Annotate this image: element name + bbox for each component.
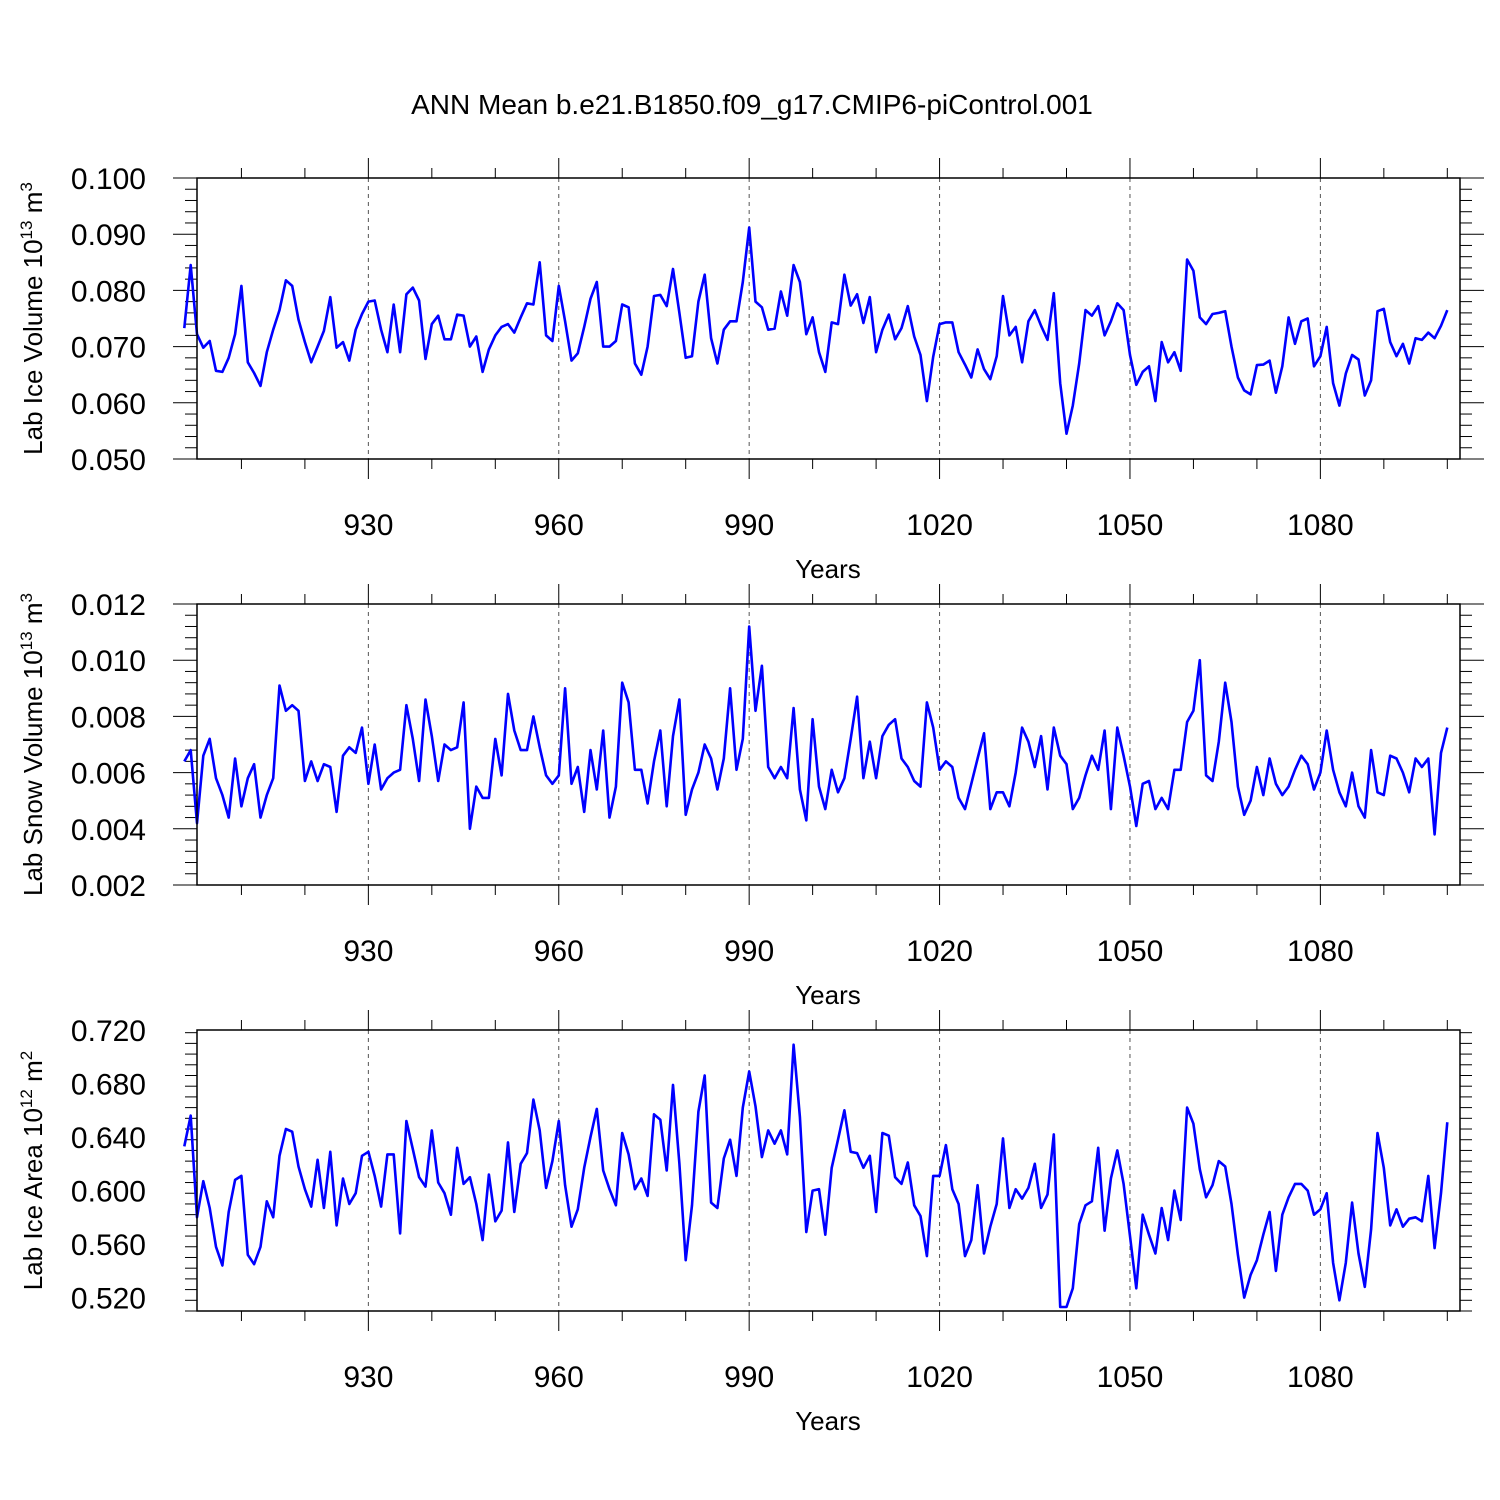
y-tick-label: 0.100: [71, 163, 146, 196]
plot-frame: [196, 1029, 1461, 1312]
x-tick-label: 990: [724, 1361, 774, 1394]
x-tick-label: 990: [724, 935, 774, 968]
y-tick-label: 0.680: [71, 1069, 146, 1102]
y-tick-label: 0.520: [71, 1283, 146, 1316]
x-tick-label: 1020: [906, 1361, 973, 1394]
y-axis-label: Lab Snow Volume 1013 m3: [17, 593, 48, 896]
panel-1: 0.050 0.060 0.070 0.080 0.090 0.100 930 960 990 1…: [17, 158, 1484, 584]
series-line: [183, 1043, 1449, 1309]
plot-frame: [196, 177, 1461, 460]
x-tick-label: 960: [534, 935, 584, 968]
x-tick-label: 960: [534, 1361, 584, 1394]
x-tick-label: 1080: [1287, 509, 1354, 542]
x-tick-label: 1020: [906, 509, 973, 542]
panels: 0.050 0.060 0.070 0.080 0.090 0.100 930 960 990 1…: [17, 158, 1484, 1436]
series-line: [183, 625, 1449, 836]
y-tick-label: 0.080: [71, 275, 146, 308]
panel-3: 0.520 0.560 0.600 0.640 0.680 0.720 930 960 990 1…: [17, 1010, 1472, 1436]
y-tick-label: 0.560: [71, 1229, 146, 1262]
x-tick-label: 1050: [1097, 1361, 1164, 1394]
x-tick-label: 930: [343, 509, 393, 542]
y-tick-label: 0.060: [71, 388, 146, 421]
panel-2: 0.002 0.004 0.006 0.008 0.010 0.012 930 960 990 1…: [17, 584, 1484, 1010]
y-tick-label: 0.600: [71, 1176, 146, 1209]
y-tick-label: 0.090: [71, 219, 146, 252]
y-tick-label: 0.012: [71, 589, 146, 622]
y-tick-label: 0.050: [71, 444, 146, 477]
x-axis-label: Years: [795, 1406, 861, 1436]
x-tick-label: 930: [343, 935, 393, 968]
x-tick-label: 1080: [1287, 935, 1354, 968]
x-tick-label: 960: [534, 509, 584, 542]
x-tick-label: 930: [343, 1361, 393, 1394]
plot-frame: [196, 603, 1461, 886]
y-axis-label: Lab Ice Volume 1013 m3: [17, 182, 48, 455]
chart-title: ANN Mean b.e21.B1850.f09_g17.CMIP6-piCon…: [411, 89, 1093, 120]
y-tick-label: 0.002: [71, 870, 146, 903]
x-tick-label: 1080: [1287, 1361, 1354, 1394]
y-tick-label: 0.006: [71, 758, 146, 791]
y-tick-label: 0.004: [71, 814, 146, 847]
x-tick-label: 1050: [1097, 509, 1164, 542]
y-tick-label: 0.640: [71, 1122, 146, 1155]
x-tick-label: 1020: [906, 935, 973, 968]
y-axis-label: Lab Ice Area 1012 m2: [17, 1051, 48, 1290]
x-tick-label: 990: [724, 509, 774, 542]
y-tick-label: 0.720: [71, 1015, 146, 1048]
y-tick-label: 0.070: [71, 332, 146, 365]
x-axis-label: Years: [795, 980, 861, 1010]
x-axis-label: Years: [795, 554, 861, 584]
x-tick-label: 1050: [1097, 935, 1164, 968]
series-line: [183, 226, 1449, 436]
y-tick-label: 0.010: [71, 645, 146, 678]
y-tick-label: 0.008: [71, 701, 146, 734]
